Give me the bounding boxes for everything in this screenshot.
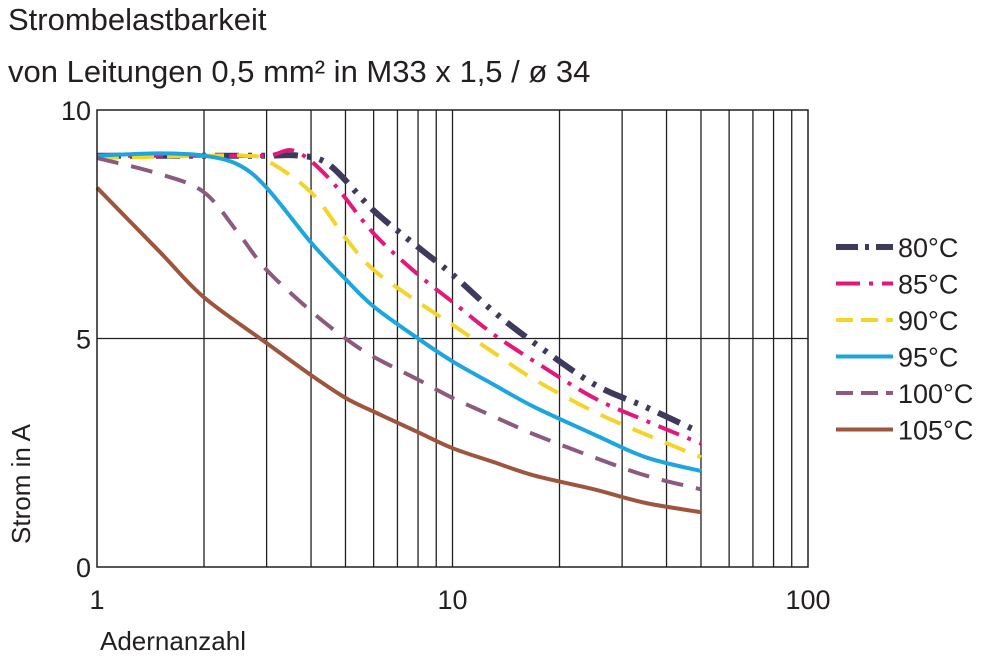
legend-label-100C: 100°C: [898, 379, 973, 409]
tick-labels: 1 10 100 0 5 10: [61, 96, 831, 615]
legend-label-90C: 90°C: [898, 306, 958, 336]
plot-frame: [96, 109, 809, 568]
legend-label-85C: 85°C: [898, 270, 958, 300]
chart-title: Strombelastbarkeit: [8, 2, 267, 37]
series-line-100C: [96, 156, 702, 492]
legend-label-80C: 80°C: [898, 233, 958, 263]
series-line-80C: [97, 152, 696, 433]
y-axis-label: Strom in A: [6, 423, 36, 544]
legend: 80°C 85°C 90°C 95°C 100°C 105°C: [836, 233, 973, 446]
legend-label-95C: 95°C: [898, 343, 958, 373]
x-tick-label: 10: [437, 585, 467, 615]
chart-subtitle: von Leitungen 0,5 mm² in M33 x 1,5 / ø 3…: [8, 54, 591, 89]
series-lines: [95, 148, 702, 515]
legend-label-105C: 105°C: [898, 416, 973, 446]
grid: [97, 110, 808, 567]
x-tick-label: 1: [89, 585, 104, 615]
y-tick-label: 0: [76, 553, 91, 583]
x-axis-label: Adernanzahl: [100, 626, 246, 656]
series-line-105C: [95, 186, 702, 515]
series-line-85C: [97, 148, 702, 446]
series-line-95C: [96, 151, 702, 473]
y-tick-label: 5: [76, 325, 91, 355]
series-line-90C: [96, 153, 702, 460]
y-tick-label: 10: [61, 96, 91, 126]
x-tick-label: 100: [785, 585, 830, 615]
